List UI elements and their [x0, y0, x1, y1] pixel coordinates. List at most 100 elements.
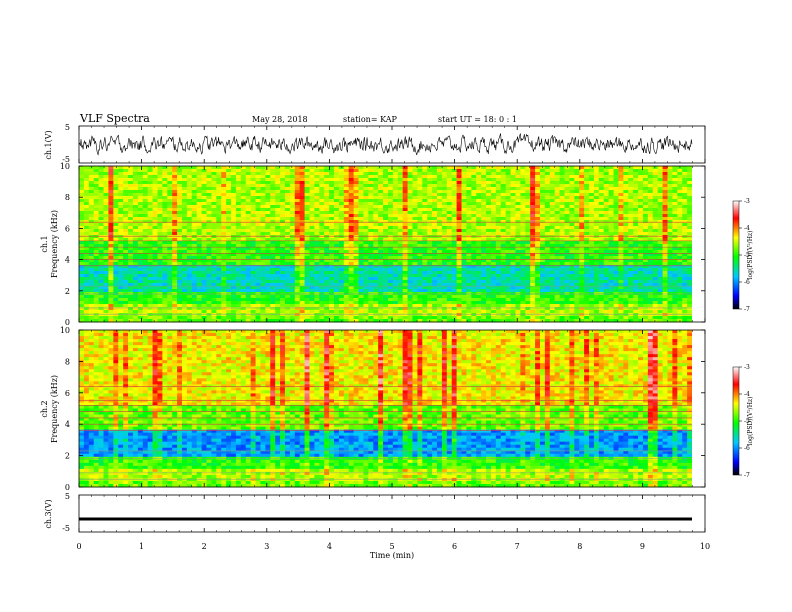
spectrogram-cell: [275, 253, 281, 257]
spectrogram-cell: [304, 190, 310, 194]
spectrogram-cell: [108, 217, 114, 221]
spectrogram-cell: [549, 214, 556, 218]
spectrogram-cell: [201, 232, 207, 236]
spectrogram-cell: [544, 217, 551, 221]
spectrogram-cell: [387, 175, 394, 179]
spectrogram-cell: [638, 268, 644, 272]
spectrogram-cell: [343, 178, 350, 182]
spectrogram-cell: [574, 256, 580, 260]
spectrogram-cell: [152, 271, 158, 275]
spectrogram-cell: [309, 184, 315, 188]
spectrogram-cell: [231, 262, 237, 266]
spectrogram-cell: [240, 280, 247, 284]
spectrogram-cell: [652, 208, 659, 212]
spectrogram-cell: [451, 241, 457, 245]
spectrogram-cell: [387, 283, 394, 287]
spectrogram-cell: [432, 271, 438, 275]
spectrogram-cell: [505, 274, 511, 278]
spectrogram-cell: [191, 250, 198, 254]
spectrogram-cell: [603, 166, 610, 170]
spectrogram-cell: [270, 181, 276, 185]
spectrogram-cell: [294, 244, 301, 248]
spectrogram-cell: [687, 217, 693, 221]
spectrogram-cell: [662, 181, 668, 185]
spectrogram-cell: [240, 256, 247, 260]
spectrogram-cell: [642, 280, 649, 284]
spectrogram-cell: [373, 184, 379, 188]
spectrogram-cell: [432, 241, 438, 245]
spectrogram-cell: [147, 220, 153, 224]
spectrogram-cell: [260, 247, 266, 251]
spectrogram-cell: [402, 199, 408, 203]
spectrogram-cell: [525, 250, 531, 254]
spectrogram-cell: [515, 226, 521, 230]
spectrogram-cell: [490, 220, 497, 224]
spectrogram-cell: [324, 229, 330, 233]
spectrogram-cell: [589, 250, 595, 254]
spectrogram-cell: [608, 268, 614, 272]
spectrogram-cell: [539, 202, 546, 206]
spectrogram-cell: [535, 250, 541, 254]
spectrogram-cell: [142, 211, 149, 215]
spectrogram-cell: [603, 226, 610, 230]
spectrogram-cell: [309, 199, 315, 203]
spectrogram-cell: [118, 205, 124, 209]
spectrogram-cell: [245, 226, 252, 230]
spectrogram-cell: [289, 190, 296, 194]
spectrogram-cell: [461, 220, 467, 224]
spectrogram-cell: [191, 208, 198, 212]
spectrogram-cell: [584, 265, 590, 269]
spectrogram-cell: [525, 265, 531, 269]
spectrogram-cell: [108, 259, 114, 263]
spectrogram-cell: [564, 226, 570, 230]
spectrogram-cell: [603, 256, 610, 260]
spectrogram-cell: [118, 220, 124, 224]
spectrogram-cell: [275, 241, 281, 245]
spectrogram-cell: [79, 166, 85, 170]
spectrogram-cell: [338, 181, 345, 185]
spectrogram-cell: [589, 265, 595, 269]
spectrogram-cell: [515, 271, 521, 275]
spectrogram-cell: [564, 274, 570, 278]
spectrogram-cell: [221, 232, 227, 236]
spectrogram-cell: [343, 238, 350, 242]
spectrogram-cell: [407, 172, 413, 176]
spectrogram-cell: [162, 166, 168, 170]
spectrogram-cell: [167, 250, 173, 254]
spectrogram-cell: [211, 217, 217, 221]
spectrogram-cell: [451, 247, 457, 251]
spectrogram-cell: [118, 211, 124, 215]
spectrogram-cell: [436, 283, 443, 287]
spectrogram-cell: [378, 169, 384, 173]
spectrogram-cell: [123, 223, 129, 227]
spectrogram-cell: [412, 271, 418, 275]
spectrogram-cell: [613, 268, 619, 272]
spectrogram-cell: [343, 202, 350, 206]
spectrogram-cell: [216, 274, 222, 278]
spectrogram-cell: [338, 247, 345, 251]
spectrogram-cell: [564, 217, 570, 221]
spectrogram-cell: [510, 214, 516, 218]
spectrogram-cell: [461, 277, 467, 281]
spectrogram-cell: [638, 220, 644, 224]
spectrogram-cell: [103, 205, 109, 209]
spectrogram-cell: [564, 229, 570, 233]
spectrogram-cell: [289, 241, 296, 245]
spectrogram-cell: [486, 169, 492, 173]
spectrogram-cell: [515, 202, 521, 206]
spectrogram-cell: [186, 271, 193, 275]
spectrogram-cell: [358, 229, 364, 233]
spectrogram-cell: [554, 268, 560, 272]
spectrogram-cell: [412, 166, 418, 170]
spectrogram-cell: [662, 187, 668, 191]
spectrogram-cell: [348, 247, 355, 251]
spectrogram-cell: [672, 196, 678, 200]
spectrogram-cell: [584, 208, 590, 212]
spectrogram-cell: [79, 253, 85, 257]
spectrogram-cell: [515, 172, 521, 176]
spectrogram-cell: [387, 217, 394, 221]
spectrogram-cell: [652, 256, 659, 260]
spectrogram-cell: [314, 229, 320, 233]
spectrogram-cell: [539, 220, 546, 224]
spectrogram-cell: [113, 274, 119, 278]
